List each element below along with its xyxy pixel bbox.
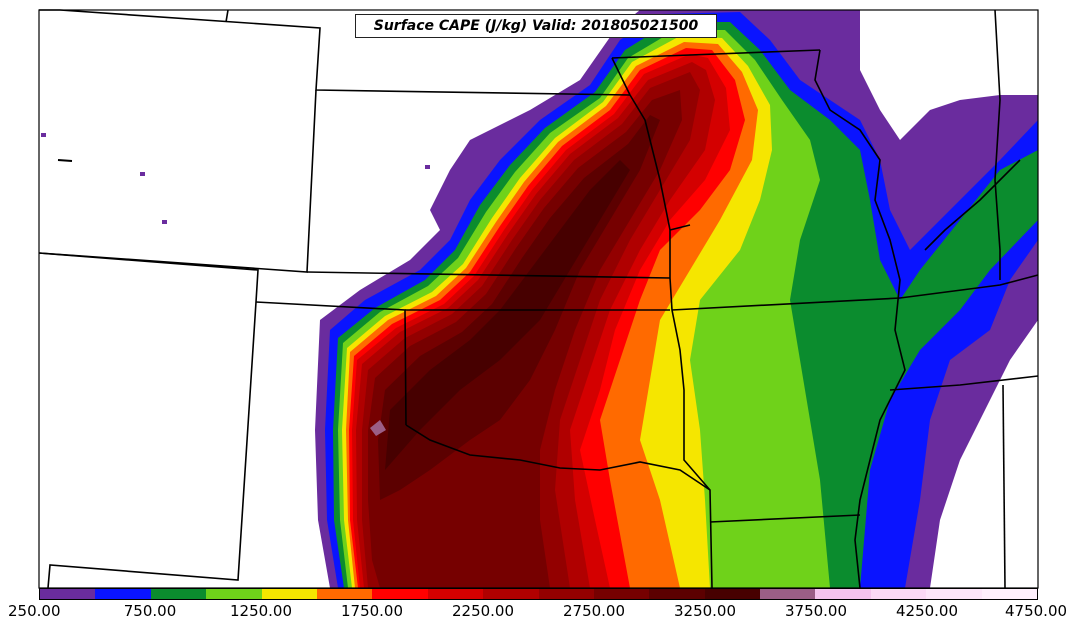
cape-field — [41, 10, 1038, 588]
cape-speck — [162, 220, 167, 224]
colorbar-swatch — [95, 589, 151, 599]
colorbar-swatch — [372, 589, 428, 599]
colorbar-swatch — [981, 589, 1038, 599]
colorbar-tick-label: 4750.00 — [1005, 602, 1068, 620]
colorbar-swatch — [316, 589, 373, 599]
colorbar-swatch — [593, 589, 650, 599]
colorbar-swatch — [538, 589, 594, 599]
colorbar-swatch — [261, 589, 317, 599]
colorbar-tick-label: 2750.00 — [562, 602, 626, 620]
colorbar-swatch — [427, 589, 484, 599]
colorbar-swatch — [870, 589, 927, 599]
colorbar-tick-label: 2250.00 — [451, 602, 515, 620]
colorbar-swatch — [704, 589, 761, 599]
state-boundaries — [38, 9, 1039, 589]
colorbar-swatch — [206, 589, 262, 599]
colorbar-tick-label: 3750.00 — [784, 602, 848, 620]
cape-speck — [41, 133, 46, 137]
cape-contour-band — [370, 420, 386, 436]
cape-speck — [425, 165, 430, 169]
cape-contour-band — [385, 160, 630, 470]
cape-speck — [140, 172, 145, 176]
colorbar-swatch — [40, 589, 96, 599]
colorbar-swatch — [483, 589, 539, 599]
map-title: Surface CAPE (J/kg) Valid: 201805021500 — [355, 14, 717, 38]
colorbar-swatch — [150, 589, 207, 599]
colorbar-tick-label: 250.00 — [8, 602, 61, 620]
colorbar-swatch — [760, 589, 816, 599]
colorbar-tick-label: 1250.00 — [229, 602, 293, 620]
colorbar-tick-label: 1750.00 — [340, 602, 404, 620]
colorbar-tick-label: 4250.00 — [895, 602, 959, 620]
colorbar-swatch — [815, 589, 871, 599]
colorbar-tick-label: 750.00 — [123, 602, 177, 620]
colorbar-tick-label: 3250.00 — [673, 602, 737, 620]
cape-colorbar — [39, 588, 1038, 600]
lake-outline — [57, 159, 73, 162]
colorbar-swatch — [926, 589, 982, 599]
colorbar-swatch — [649, 589, 705, 599]
